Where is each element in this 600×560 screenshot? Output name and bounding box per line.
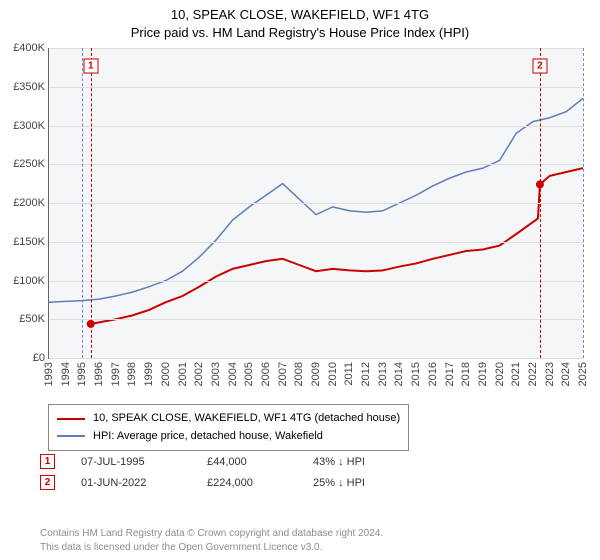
transactions-table: 1 07-JUL-1995 £44,000 43% ↓ HPI 2 01-JUN-2022… [40,454,393,496]
x-axis-label: 2011 [343,362,355,386]
x-axis-label: 2021 [510,362,522,386]
transaction-date: 07-JUL-1995 [81,456,181,468]
legend-label: 10, SPEAK CLOSE, WAKEFIELD, WF1 4TG (det… [93,410,400,428]
transaction-marker-2: 2 [532,59,547,74]
x-axis-label: 2005 [243,362,255,386]
legend-box: 10, SPEAK CLOSE, WAKEFIELD, WF1 4TG (det… [48,404,409,451]
y-axis-label: £400K [13,42,45,54]
reference-line-transaction [91,48,92,358]
x-axis-label: 1994 [60,362,72,386]
x-axis-label: 2024 [560,362,572,386]
x-axis-label: 1998 [126,362,138,386]
x-axis-label: 2017 [444,362,456,386]
transaction-diff: 25% ↓ HPI [313,477,393,489]
x-axis-label: 2001 [177,362,189,386]
x-axis-label: 2006 [260,362,272,386]
transaction-row: 2 01-JUN-2022 £224,000 25% ↓ HPI [40,475,393,490]
reference-line-hpi [583,48,584,358]
transaction-row-marker: 2 [40,475,55,490]
legend-row: HPI: Average price, detached house, Wake… [57,428,400,446]
y-axis-label: £300K [13,120,45,132]
x-axis-label: 2004 [227,362,239,386]
x-axis-label: 2010 [327,362,339,386]
x-axis-label: 2014 [393,362,405,386]
y-axis-label: £100K [13,275,45,287]
chart-plot-area: £0£50K£100K£150K£200K£250K£300K£350K£400… [48,48,583,359]
license-line1: Contains HM Land Registry data © Crown c… [40,527,383,541]
x-axis-label: 1996 [93,362,105,386]
transaction-price: £224,000 [207,477,287,489]
legend-swatch [57,418,85,420]
reference-line-hpi [82,48,83,358]
x-axis-label: 2000 [160,362,172,386]
x-axis-label: 2015 [410,362,422,386]
gridline-y [49,242,583,243]
gridline-y [49,281,583,282]
x-axis-label: 2016 [427,362,439,386]
y-axis-label: £250K [13,158,45,170]
x-axis-label: 2008 [293,362,305,386]
title-subtitle: Price paid vs. HM Land Registry's House … [0,24,600,42]
gridline-y [49,48,583,49]
x-axis-label: 2007 [277,362,289,386]
title-address: 10, SPEAK CLOSE, WAKEFIELD, WF1 4TG [0,6,600,24]
x-axis-label: 2003 [210,362,222,386]
x-axis-label: 2020 [494,362,506,386]
transaction-date: 01-JUN-2022 [81,477,181,489]
legend-row: 10, SPEAK CLOSE, WAKEFIELD, WF1 4TG (det… [57,410,400,428]
x-axis-label: 2009 [310,362,322,386]
y-axis-label: £200K [13,197,45,209]
transaction-price: £44,000 [207,456,287,468]
gridline-y [49,319,583,320]
x-axis-label: 2023 [544,362,556,386]
x-axis-label: 1993 [43,362,55,386]
x-axis-label: 2025 [577,362,589,386]
x-axis-label: 2012 [360,362,372,386]
x-axis-label: 1997 [110,362,122,386]
gridline-y [49,87,583,88]
transaction-marker-1: 1 [83,59,98,74]
y-axis-label: £50K [19,313,45,325]
x-axis-label: 2018 [460,362,472,386]
x-axis-label: 2022 [527,362,539,386]
x-axis-label: 1999 [143,362,155,386]
legend-label: HPI: Average price, detached house, Wake… [93,428,323,446]
x-axis-label: 2002 [193,362,205,386]
license-text: Contains HM Land Registry data © Crown c… [40,527,383,554]
gridline-y [49,164,583,165]
x-axis-label: 1995 [76,362,88,386]
legend-swatch [57,435,85,437]
transaction-row-marker: 1 [40,454,55,469]
gridline-y [49,358,583,359]
x-axis-label: 2019 [477,362,489,386]
transaction-diff: 43% ↓ HPI [313,456,393,468]
transaction-row: 1 07-JUL-1995 £44,000 43% ↓ HPI [40,454,393,469]
x-axis-label: 2013 [377,362,389,386]
license-line2: This data is licensed under the Open Gov… [40,541,383,555]
gridline-y [49,203,583,204]
y-axis-label: £150K [13,236,45,248]
gridline-y [49,126,583,127]
series-price_paid [91,168,583,324]
reference-line-transaction [540,48,541,358]
y-axis-label: £350K [13,81,45,93]
